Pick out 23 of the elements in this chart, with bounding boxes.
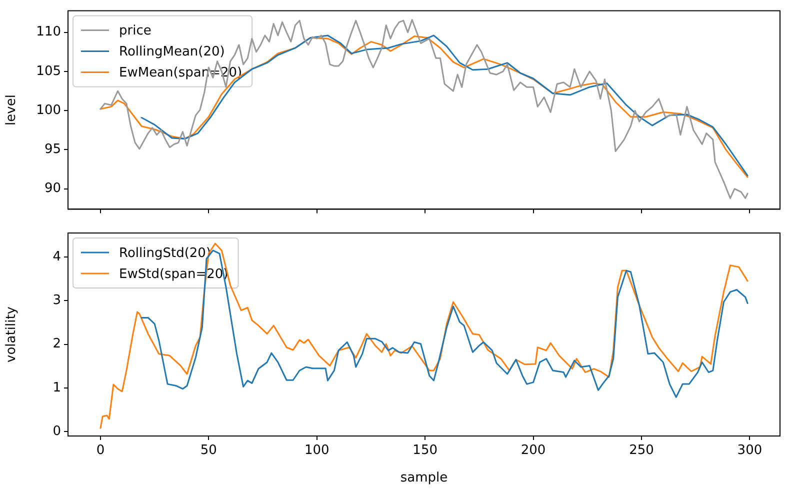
y-tick-label: 3 <box>52 293 61 308</box>
x-axis-title: sample <box>400 470 448 486</box>
x-tick-label: 100 <box>304 443 330 458</box>
x-tick-label: 50 <box>200 443 217 458</box>
legend-label: price <box>119 24 152 39</box>
y-tick-label: 100 <box>36 102 61 118</box>
y-axis-title: level <box>4 94 20 126</box>
y-tick-label: 95 <box>44 142 61 158</box>
y-tick-label: 90 <box>44 181 61 196</box>
y-tick-label: 0 <box>52 424 61 440</box>
legend-label: RollingMean(20) <box>119 44 225 60</box>
y-axis-title: volatility <box>4 306 20 362</box>
x-tick-label: 0 <box>96 443 105 458</box>
x-tick-label: 250 <box>629 443 654 458</box>
y-tick-label: 110 <box>36 24 61 40</box>
legend-label: EwMean(span=20) <box>119 66 242 81</box>
y-tick-label: 1 <box>52 380 61 396</box>
x-tick-label: 300 <box>737 443 762 458</box>
x-tick-label: 150 <box>412 443 438 458</box>
y-tick-label: 2 <box>52 336 61 352</box>
x-tick-label: 200 <box>520 443 546 458</box>
y-tick-label: 4 <box>52 249 61 264</box>
y-tick-label: 105 <box>36 64 61 79</box>
